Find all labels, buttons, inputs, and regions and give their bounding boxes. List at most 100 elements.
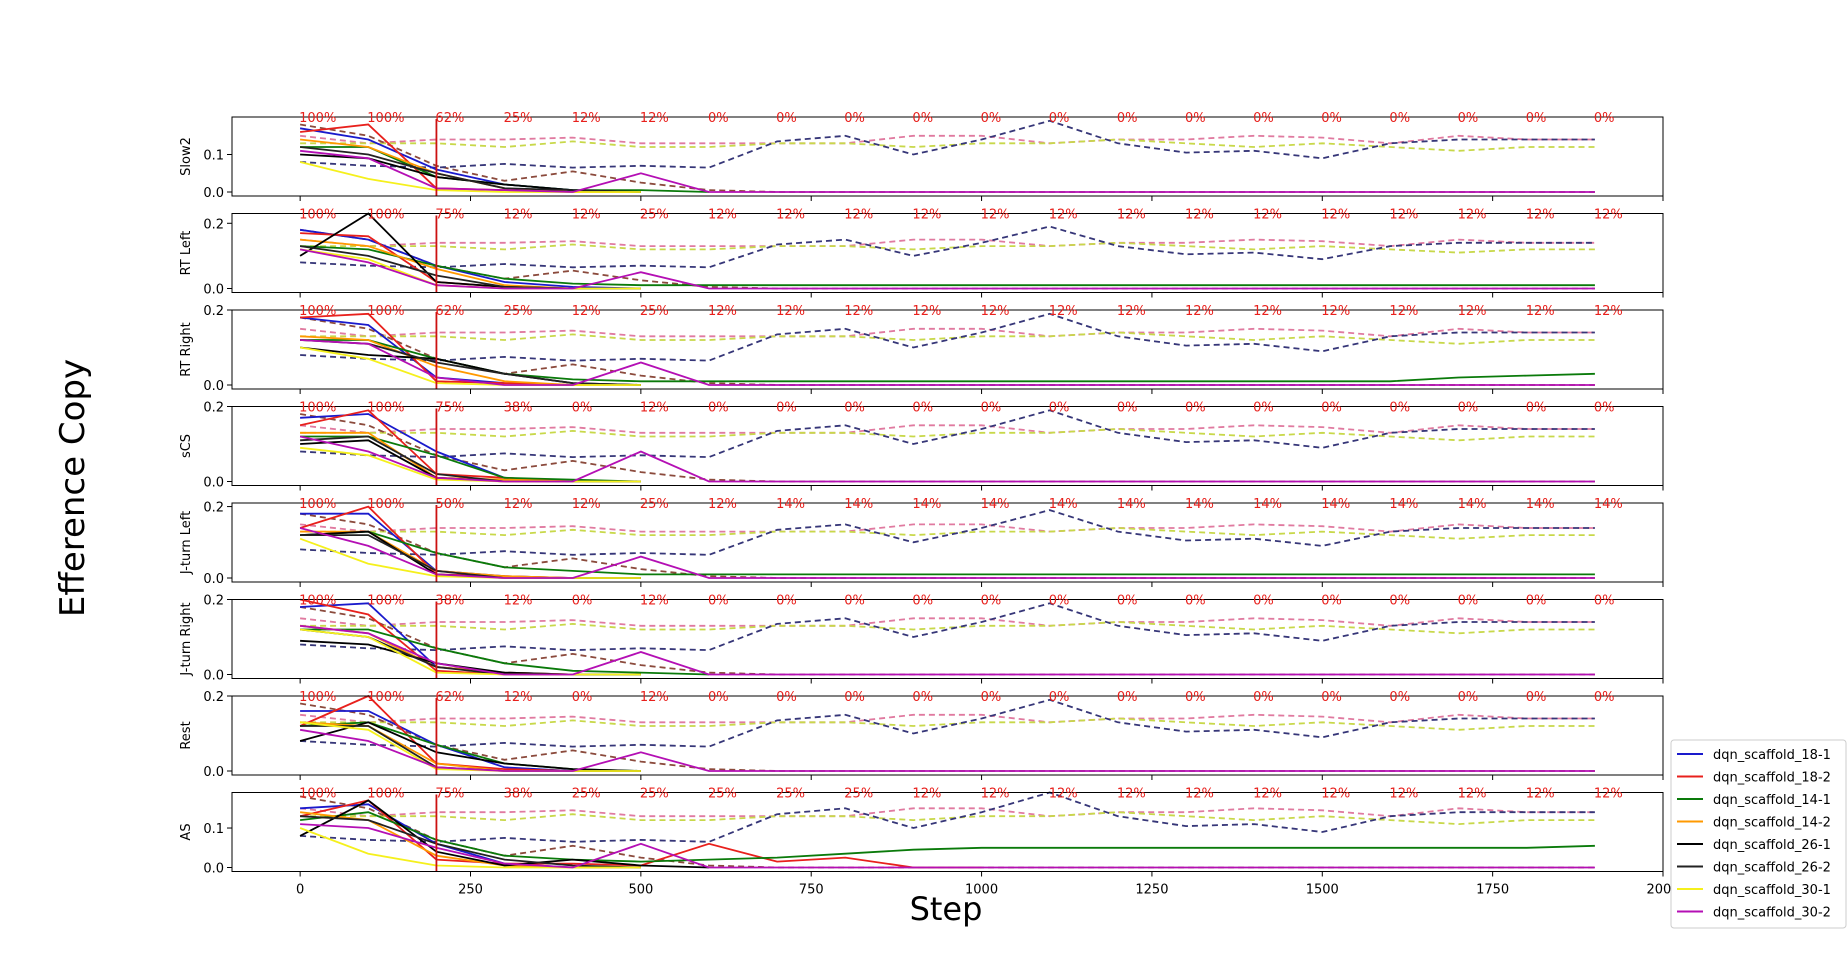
reference-line-4 (300, 119, 1595, 169)
percent-label: 0% (1458, 111, 1479, 126)
series-line-dqn_scaffold_30-1 (299, 248, 641, 290)
percent-label: 12% (1049, 208, 1078, 223)
reference-line-3 (299, 123, 1595, 193)
series-line-dqn_scaffold_30-2 (299, 435, 1595, 483)
series-line-dqn_scaffold_18-2 (299, 598, 641, 676)
x-axis: 0 250 500 750 1000 1250 1500 1750 2000 (296, 883, 1680, 898)
percent-label: 14% (1458, 497, 1487, 512)
series-line-dqn_scaffold_30-2 (299, 527, 1595, 579)
series-line-dqn_scaffold_30-2 (299, 728, 1595, 772)
reference-line-2 (300, 621, 1595, 635)
percent-label: 12% (844, 304, 873, 319)
percent-label: 0% (572, 401, 593, 416)
percent-label: 0% (844, 111, 865, 126)
series-line-dqn_scaffold_18-2 (300, 123, 641, 193)
percent-label: 0% (1185, 111, 1206, 126)
reference-line-3 (299, 512, 1595, 579)
y-tick-label: 0.2 (203, 690, 224, 705)
series-line-dqn_scaffold_18-1 (300, 316, 641, 386)
percent-label: 0% (1594, 401, 1615, 416)
reference-line-4 (300, 698, 1595, 748)
percent-label: 0% (1253, 401, 1274, 416)
legend-entry: dqn_scaffold_18-2 (1713, 771, 1831, 786)
percent-label: 14% (1526, 497, 1555, 512)
y-tick-label: 0.2 (203, 217, 224, 232)
legend-entry: dqn_scaffold_18-1 (1713, 748, 1831, 763)
percent-label: 12% (1185, 304, 1214, 319)
panel-y-label: RT Left (179, 231, 194, 276)
percent-label: 12% (1389, 208, 1418, 223)
percent-label: 12% (504, 594, 533, 609)
panel-y-label: sCS (179, 434, 194, 458)
percent-label: 100% (367, 401, 404, 416)
panel-y-label: Slow2 (179, 137, 194, 176)
percent-label: 12% (981, 208, 1010, 223)
percent-label: 50% (435, 497, 464, 512)
series-line-dqn_scaffold_14-1 (299, 811, 1595, 863)
percent-label: 0% (708, 690, 729, 705)
percent-label: 38% (504, 401, 533, 416)
percent-label: 0% (1594, 690, 1615, 705)
percent-label: 25% (708, 787, 737, 802)
percent-label: 0% (1185, 594, 1206, 609)
percent-label: 0% (1253, 690, 1274, 705)
percent-label: 100% (299, 401, 336, 416)
series-line-dqn_scaffold_14-1 (300, 339, 1595, 383)
series-line-dqn_scaffold_18-2 (300, 232, 641, 290)
percent-label: 12% (776, 304, 805, 319)
y-tick-label: 0.0 (203, 283, 224, 298)
percent-label: 0% (1389, 401, 1410, 416)
y-tick-label: 0.2 (203, 304, 224, 319)
percent-label: 12% (1049, 304, 1078, 319)
percent-label: 0% (1526, 594, 1547, 609)
series-line-dqn_scaffold_14-1 (300, 628, 710, 676)
reference-line-1 (300, 424, 1595, 434)
reference-line-1 (300, 238, 1595, 248)
percent-label: 62% (435, 690, 464, 705)
panel-scs: 0.0 0.2 sCS 100% 100% 75% 38% 0% 12% 0% 0% 0% 0% 0% 0%… (179, 401, 1664, 491)
percent-label: 100% (299, 690, 336, 705)
percent-label: 12% (504, 690, 533, 705)
percent-label: 0% (1049, 111, 1070, 126)
panel-y-label: J-turn Left (179, 511, 194, 575)
series-line-dqn_scaffold_26-2 (300, 339, 641, 386)
percent-label: 25% (504, 111, 533, 126)
y-tick-label: 0.0 (203, 572, 224, 587)
percent-label: 12% (1253, 787, 1282, 802)
percent-label: 0% (1458, 690, 1479, 705)
percent-label: 14% (1185, 497, 1214, 512)
panel-frame (231, 792, 1664, 872)
percent-label: 12% (640, 594, 669, 609)
percent-label: 14% (1594, 497, 1623, 512)
percent-label: 0% (1117, 401, 1138, 416)
panel-j-turn-right: 0.0 0.2 J-turn Right 100% 100% 38% 12% 0% 12% 0% 0… (179, 594, 1664, 684)
percent-label: 12% (981, 787, 1010, 802)
panel-rest: 0.0 0.2 Rest 100% 100% 62% 12% 0% 12% 0% 0% 0% 0% 0% 0… (179, 690, 1664, 780)
percent-label: 0% (776, 401, 797, 416)
series-line-dqn_scaffold_18-2 (299, 694, 641, 772)
series-line-dqn_scaffold_30-2 (299, 248, 1595, 290)
percent-label: 0% (1253, 594, 1274, 609)
percent-label: 12% (912, 208, 941, 223)
y-tick-label: 0.0 (203, 862, 224, 877)
percent-label: 0% (912, 594, 933, 609)
series-line-dqn_scaffold_30-2 (300, 339, 1595, 386)
reference-line-4 (300, 225, 1595, 269)
percent-label: 12% (640, 401, 669, 416)
percent-label: 0% (1185, 690, 1206, 705)
series-line-dqn_scaffold_14-1 (300, 245, 1595, 287)
panel-slow2: 0.0 0.1 Slow2 100% 100% 62% 25% 12% 12% 0% 0% 0% 0% 0… (179, 111, 1664, 201)
series-line-dqn_scaffold_26-2 (300, 725, 641, 772)
x-axis-label: Step (910, 890, 983, 928)
percent-label: 0% (776, 111, 797, 126)
panel-y-label: AS (179, 823, 194, 840)
percent-label: 12% (1526, 787, 1555, 802)
percent-label: 12% (1117, 787, 1146, 802)
percent-label: 0% (1321, 690, 1342, 705)
legend-entry: dqn_scaffold_26-2 (1713, 861, 1831, 876)
series-line-dqn_scaffold_18-1 (299, 228, 641, 290)
y-tick-label: 0.0 (203, 476, 224, 491)
percent-label: 0% (1321, 594, 1342, 609)
percent-label: 12% (912, 787, 941, 802)
